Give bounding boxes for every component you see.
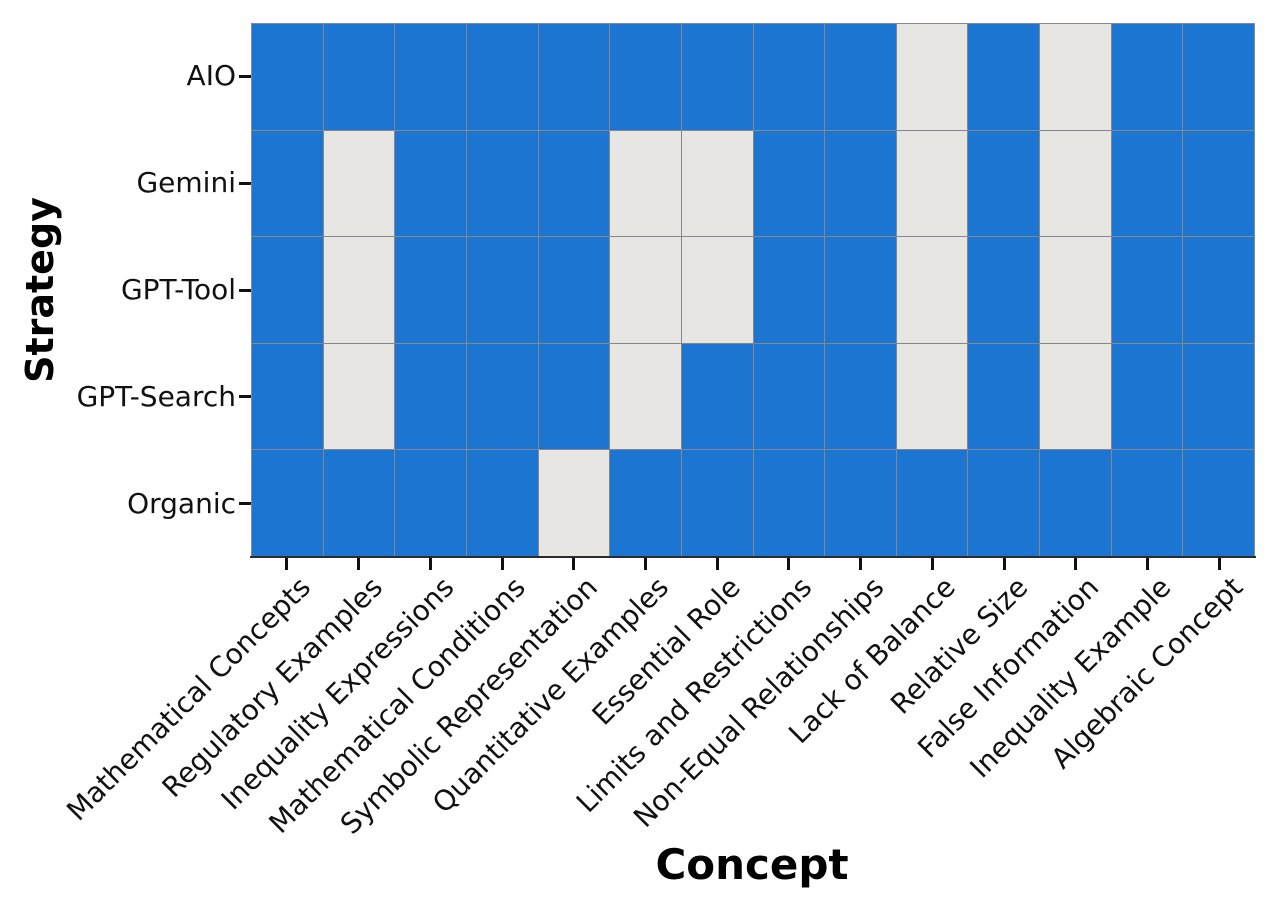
heatmap-cell	[1183, 237, 1254, 343]
heatmap-cell	[753, 450, 825, 556]
heatmap-cell	[395, 24, 466, 130]
heatmap-grid	[251, 23, 1255, 557]
heatmap-cell	[610, 130, 681, 237]
heatmap-cell	[1183, 343, 1254, 450]
y-tick-mark	[239, 395, 251, 399]
heatmap-cell	[252, 343, 323, 450]
heatmap-cell	[1040, 450, 1111, 556]
x-tick-mark	[930, 558, 934, 570]
heatmap-cell	[968, 130, 1040, 237]
heatmap-cell	[323, 450, 395, 556]
x-tick-mark	[787, 558, 791, 570]
heatmap-cell	[896, 237, 968, 343]
heatmap-cell	[681, 24, 753, 130]
x-tick-mark	[500, 558, 504, 570]
heatmap-cell	[1040, 237, 1111, 343]
heatmap-cell	[968, 237, 1040, 343]
heatmap-cell	[466, 343, 538, 450]
y-tick-mark	[239, 74, 251, 78]
heatmap-cell	[681, 343, 753, 450]
heatmap-cell	[1040, 130, 1111, 237]
x-tick-mark	[572, 558, 576, 570]
heatmap-cell	[252, 24, 323, 130]
heatmap-cell	[825, 343, 896, 450]
heatmap-cell	[466, 24, 538, 130]
heatmap-cell	[1111, 24, 1183, 130]
heatmap-cell	[681, 130, 753, 237]
heatmap-cell	[395, 237, 466, 343]
heatmap-cell	[323, 237, 395, 343]
heatmap-cell	[1111, 237, 1183, 343]
x-tick-mark	[1074, 558, 1078, 570]
heatmap-cell	[466, 130, 538, 237]
heatmap-cell	[681, 450, 753, 556]
x-tick-mark	[643, 558, 647, 570]
heatmap-cell	[968, 450, 1040, 556]
x-tick-mark	[1002, 558, 1006, 570]
heatmap-cell	[323, 130, 395, 237]
heatmap-cell	[1040, 24, 1111, 130]
heatmap-cell	[825, 450, 896, 556]
heatmap-cell	[968, 343, 1040, 450]
heatmap-cell	[538, 450, 610, 556]
heatmap-cell	[395, 130, 466, 237]
x-tick-mark	[428, 558, 432, 570]
heatmap-cell	[896, 343, 968, 450]
heatmap-cell	[1183, 450, 1254, 556]
heatmap-cell	[1040, 343, 1111, 450]
heatmap-cell	[825, 237, 896, 343]
heatmap-cell	[753, 343, 825, 450]
heatmap-cell	[753, 237, 825, 343]
heatmap-cell	[825, 24, 896, 130]
y-tick-label: Gemini	[136, 166, 236, 200]
x-tick-mark	[1217, 558, 1221, 570]
heatmap-cell	[323, 24, 395, 130]
heatmap-cell	[896, 450, 968, 556]
heatmap-cell	[681, 237, 753, 343]
heatmap-cell	[968, 24, 1040, 130]
heatmap-cell	[1183, 24, 1254, 130]
heatmap-cell	[323, 343, 395, 450]
y-axis-title: Strategy	[18, 197, 62, 383]
x-tick-mark	[285, 558, 289, 570]
heatmap-cell	[1183, 130, 1254, 237]
y-tick-mark	[239, 502, 251, 506]
heatmap-cell	[1111, 130, 1183, 237]
y-tick-label: AIO	[186, 59, 236, 93]
heatmap-cell	[896, 130, 968, 237]
heatmap-cell	[395, 450, 466, 556]
heatmap-cell	[610, 343, 681, 450]
heatmap-cell	[252, 450, 323, 556]
heatmap-cell	[1111, 343, 1183, 450]
x-tick-mark	[357, 558, 361, 570]
x-tick-mark	[715, 558, 719, 570]
heatmap-cell	[395, 343, 466, 450]
heatmap-cell	[538, 130, 610, 237]
heatmap-cell	[753, 130, 825, 237]
heatmap-cell	[896, 24, 968, 130]
heatmap-cell	[538, 237, 610, 343]
heatmap-cell	[538, 343, 610, 450]
y-tick-mark	[239, 288, 251, 292]
y-tick-label: Organic	[127, 486, 236, 520]
y-tick-mark	[239, 181, 251, 185]
y-tick-label: GPT-Tool	[120, 273, 236, 306]
heatmap-cell	[466, 237, 538, 343]
heatmap-cell	[825, 130, 896, 237]
heatmap-cell	[753, 24, 825, 130]
heatmap-cell	[252, 130, 323, 237]
heatmap-cell	[252, 237, 323, 343]
x-axis-spine	[250, 556, 1256, 558]
heatmap-cell	[610, 237, 681, 343]
x-axis-title: Concept	[655, 840, 849, 889]
heatmap-cell	[538, 24, 610, 130]
heatmap-cell	[1111, 450, 1183, 556]
heatmap-cell	[610, 24, 681, 130]
x-tick-mark	[1145, 558, 1149, 570]
heatmap-cell	[610, 450, 681, 556]
x-tick-mark	[859, 558, 863, 570]
y-tick-label: GPT-Search	[76, 379, 236, 413]
heatmap-cell	[466, 450, 538, 556]
